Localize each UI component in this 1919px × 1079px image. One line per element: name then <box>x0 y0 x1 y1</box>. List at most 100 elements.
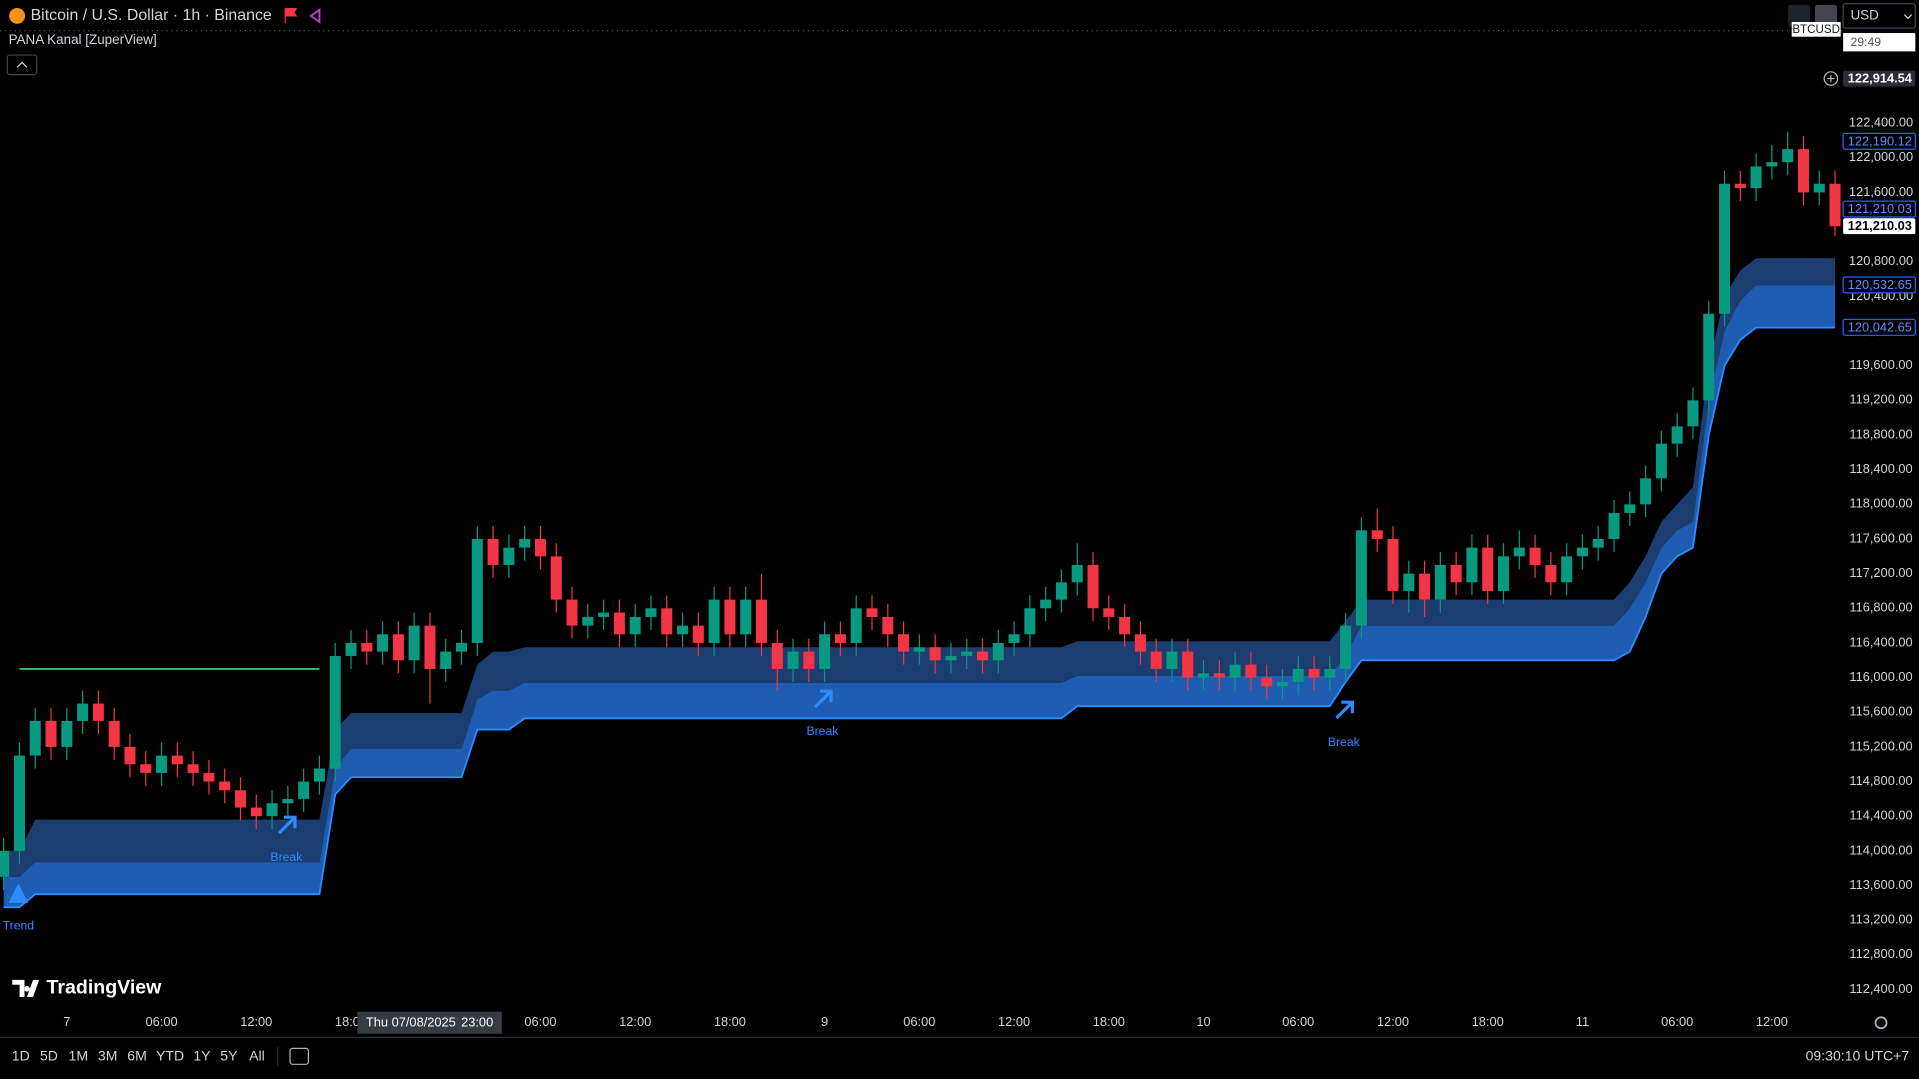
candle-body <box>1340 625 1352 669</box>
candle-body <box>77 703 89 721</box>
trend-marker <box>8 883 29 903</box>
y-tick-label: 118,400.00 <box>1849 461 1912 476</box>
channel-upper <box>3 258 1836 877</box>
candle-body <box>913 647 925 652</box>
x-tick-label: 06:00 <box>903 1014 935 1029</box>
candle-body <box>1071 564 1083 583</box>
candle-body <box>1640 478 1652 505</box>
ticker-box <box>1791 22 1841 37</box>
flag-icon[interactable] <box>284 7 298 24</box>
candle-body <box>724 599 736 635</box>
brand: TradingView <box>47 977 163 999</box>
candle-body <box>1419 573 1431 600</box>
settings-icon[interactable] <box>1874 1016 1888 1030</box>
range-button[interactable]: YTD <box>156 1048 184 1064</box>
chevron <box>1903 14 1913 20</box>
candle-body <box>13 755 25 851</box>
y-tick-label: 114,800.00 <box>1849 773 1912 788</box>
candle-body <box>882 616 894 635</box>
symbol: Bitcoin / U.S. Dollar · 1h · Binance <box>31 7 272 24</box>
snapshot-button[interactable] <box>1814 4 1838 27</box>
x-tick-label: 18:00 <box>1472 1014 1504 1029</box>
candle-body <box>755 599 767 643</box>
range-button[interactable]: 1Y <box>193 1048 211 1064</box>
candle-body <box>1008 634 1020 643</box>
candle-body <box>929 647 941 661</box>
collapse-button[interactable] <box>6 54 38 76</box>
candle-body <box>187 764 199 773</box>
candle-body <box>740 599 752 635</box>
y-tick-label: 112,800.00 <box>1849 946 1912 961</box>
candle-body <box>1387 538 1399 591</box>
candle-body <box>266 803 278 817</box>
candle-body <box>1482 547 1494 591</box>
y-tick-label: 113,200.00 <box>1849 912 1912 927</box>
candle-body <box>1797 149 1809 193</box>
range-button[interactable]: 5D <box>40 1048 58 1064</box>
y-tick-label: 122,000.00 <box>1849 149 1913 164</box>
break-arrow <box>277 815 297 835</box>
brand-icon <box>12 979 40 998</box>
candle-body <box>1450 564 1462 583</box>
candle-body <box>140 764 152 773</box>
channel-edge <box>3 326 1836 909</box>
crosshair-date: Thu 07/08/2025 <box>366 1015 456 1030</box>
candle-body <box>1134 634 1146 652</box>
candle-body <box>1198 673 1210 678</box>
annotation-label: Break <box>806 724 839 738</box>
candle-body <box>1055 582 1067 600</box>
x-tick-label: 9 <box>821 1014 828 1029</box>
candle-body <box>629 616 641 635</box>
candle-body <box>961 651 973 656</box>
candle-body <box>424 625 436 669</box>
price-tag <box>1842 200 1916 218</box>
crosshair-time: 23:00 <box>461 1015 493 1030</box>
candle-body <box>219 781 231 791</box>
y-tick-label: 116,400.00 <box>1849 634 1912 649</box>
candle-body <box>1734 183 1746 189</box>
range-button[interactable]: 3M <box>98 1048 118 1064</box>
date-range-icon[interactable] <box>289 1047 310 1065</box>
candle-body <box>108 720 120 747</box>
y-tick-label: 118,000.00 <box>1849 496 1912 511</box>
y-tick-label: 120,800.00 <box>1849 253 1913 268</box>
download-button[interactable] <box>1788 4 1811 27</box>
candle-body <box>1324 668 1336 678</box>
y-tick-label: 117,600.00 <box>1849 530 1912 545</box>
x-tick-label: 11 <box>1576 1014 1589 1029</box>
range-button[interactable]: 5Y <box>220 1048 238 1064</box>
candle-body <box>519 538 531 548</box>
candle-body <box>440 651 452 669</box>
candle-body <box>250 807 262 817</box>
price-tag-label: 122,190.12 <box>1848 133 1912 148</box>
candle-body <box>1529 547 1541 565</box>
share-icon[interactable] <box>309 7 321 24</box>
candle-body <box>1024 608 1036 635</box>
price-tag <box>1842 318 1916 336</box>
countdown-box <box>1843 33 1916 52</box>
range-button[interactable]: All <box>249 1048 265 1064</box>
y-tick-label: 112,400.00 <box>1849 981 1912 996</box>
ticker: BTCUSD <box>1792 23 1840 36</box>
candle-body <box>1513 547 1525 557</box>
candle-body <box>1371 530 1383 539</box>
candle-body <box>377 634 389 652</box>
candle-body <box>1576 547 1588 557</box>
range-button[interactable]: 6M <box>127 1048 147 1064</box>
candle-body <box>992 642 1004 661</box>
y-tick-label: 119,200.00 <box>1849 392 1912 407</box>
candle-body <box>1497 556 1510 591</box>
candle-body <box>803 651 815 669</box>
candle-body <box>1592 538 1604 548</box>
currency-select[interactable] <box>1842 3 1916 29</box>
range-button[interactable]: 1M <box>69 1048 89 1064</box>
range-button[interactable]: 1D <box>12 1048 30 1064</box>
candle-body <box>1434 564 1446 600</box>
candle-body <box>613 612 625 635</box>
indicator: PANA Kanal [ZuperView] <box>9 32 157 47</box>
y-tick-label: 122,400.00 <box>1849 115 1913 130</box>
candle-body <box>708 599 720 643</box>
candle-body <box>566 599 578 626</box>
candle-body <box>1829 183 1841 227</box>
